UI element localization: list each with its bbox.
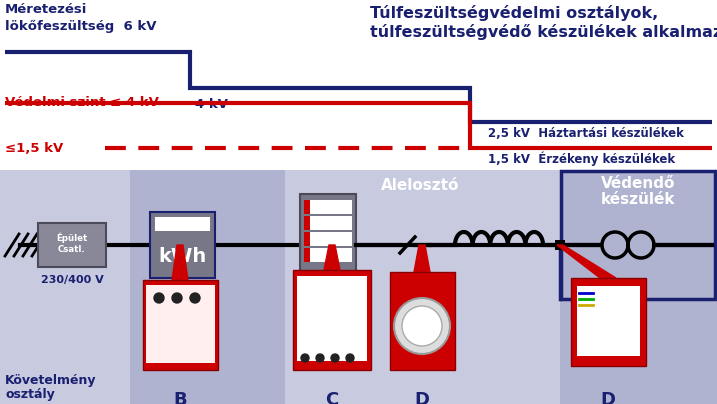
Text: lökőfeszültség  6 kV: lökőfeszültség 6 kV xyxy=(5,20,156,33)
Bar xyxy=(555,240,565,250)
Circle shape xyxy=(190,293,200,303)
Text: osztály: osztály xyxy=(5,388,54,401)
Circle shape xyxy=(629,233,653,257)
Bar xyxy=(304,248,352,262)
Bar xyxy=(300,194,356,286)
Bar xyxy=(155,217,210,231)
Text: Alelosztó: Alelosztó xyxy=(381,178,459,193)
Bar xyxy=(390,272,455,370)
Text: 4 kV: 4 kV xyxy=(195,98,228,111)
Text: D: D xyxy=(601,391,615,404)
Bar xyxy=(571,278,646,366)
Circle shape xyxy=(346,354,354,362)
Polygon shape xyxy=(414,245,430,272)
Circle shape xyxy=(402,306,442,346)
Bar xyxy=(561,171,715,299)
Text: B: B xyxy=(174,391,187,404)
Circle shape xyxy=(301,354,309,362)
Text: 1,5 kV  Érzékeny készülékek: 1,5 kV Érzékeny készülékek xyxy=(488,151,675,166)
Text: Épület
Csatl.: Épület Csatl. xyxy=(57,232,87,254)
Bar xyxy=(304,216,310,230)
Bar xyxy=(38,223,106,267)
Bar xyxy=(293,270,371,370)
Bar xyxy=(146,285,215,363)
Text: túlfeszültségvédő készülékek alkalmazása: túlfeszültségvédő készülékek alkalmazása xyxy=(370,24,717,40)
Polygon shape xyxy=(324,245,340,270)
Circle shape xyxy=(394,298,450,354)
Bar xyxy=(577,286,640,356)
Text: 2,5 kV  Háztartási készülékek: 2,5 kV Háztartási készülékek xyxy=(488,127,684,140)
Bar xyxy=(304,200,310,214)
Circle shape xyxy=(331,354,339,362)
Text: készülék: készülék xyxy=(601,192,675,207)
Bar xyxy=(130,170,285,404)
Polygon shape xyxy=(172,245,188,280)
Bar xyxy=(143,280,218,370)
Text: 230/400 V: 230/400 V xyxy=(41,275,103,285)
Bar xyxy=(304,248,310,262)
Text: ≤1,5 kV: ≤1,5 kV xyxy=(5,143,63,156)
Text: Védelmi szint ≤ 4 kV: Védelmi szint ≤ 4 kV xyxy=(5,95,159,109)
Bar xyxy=(0,170,717,404)
Circle shape xyxy=(172,293,182,303)
Bar xyxy=(304,232,352,246)
Polygon shape xyxy=(557,245,616,278)
Circle shape xyxy=(154,293,164,303)
Bar xyxy=(304,200,352,214)
Bar xyxy=(146,285,215,363)
Bar xyxy=(297,276,367,361)
Text: D: D xyxy=(414,391,429,404)
Text: Követelmény: Követelmény xyxy=(5,374,97,387)
Text: Túlfeszültségvédelmi osztályok,: Túlfeszültségvédelmi osztályok, xyxy=(370,5,658,21)
Text: Védendő: Védendő xyxy=(601,176,675,191)
Circle shape xyxy=(603,233,627,257)
Circle shape xyxy=(316,354,324,362)
Bar xyxy=(304,232,310,246)
Text: Méretezési: Méretezési xyxy=(5,3,87,16)
Bar xyxy=(150,212,215,278)
Bar xyxy=(304,216,352,230)
Text: C: C xyxy=(326,391,338,404)
Bar xyxy=(560,170,717,404)
Text: kWh: kWh xyxy=(158,248,206,267)
